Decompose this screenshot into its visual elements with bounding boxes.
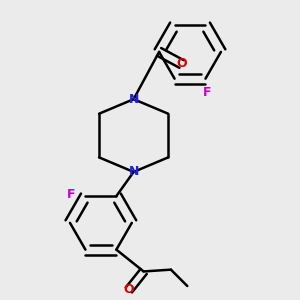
Text: N: N <box>128 165 139 178</box>
Text: F: F <box>68 188 76 201</box>
Text: O: O <box>124 284 134 296</box>
Text: F: F <box>203 86 212 99</box>
Text: N: N <box>128 93 139 106</box>
Text: O: O <box>176 57 187 70</box>
